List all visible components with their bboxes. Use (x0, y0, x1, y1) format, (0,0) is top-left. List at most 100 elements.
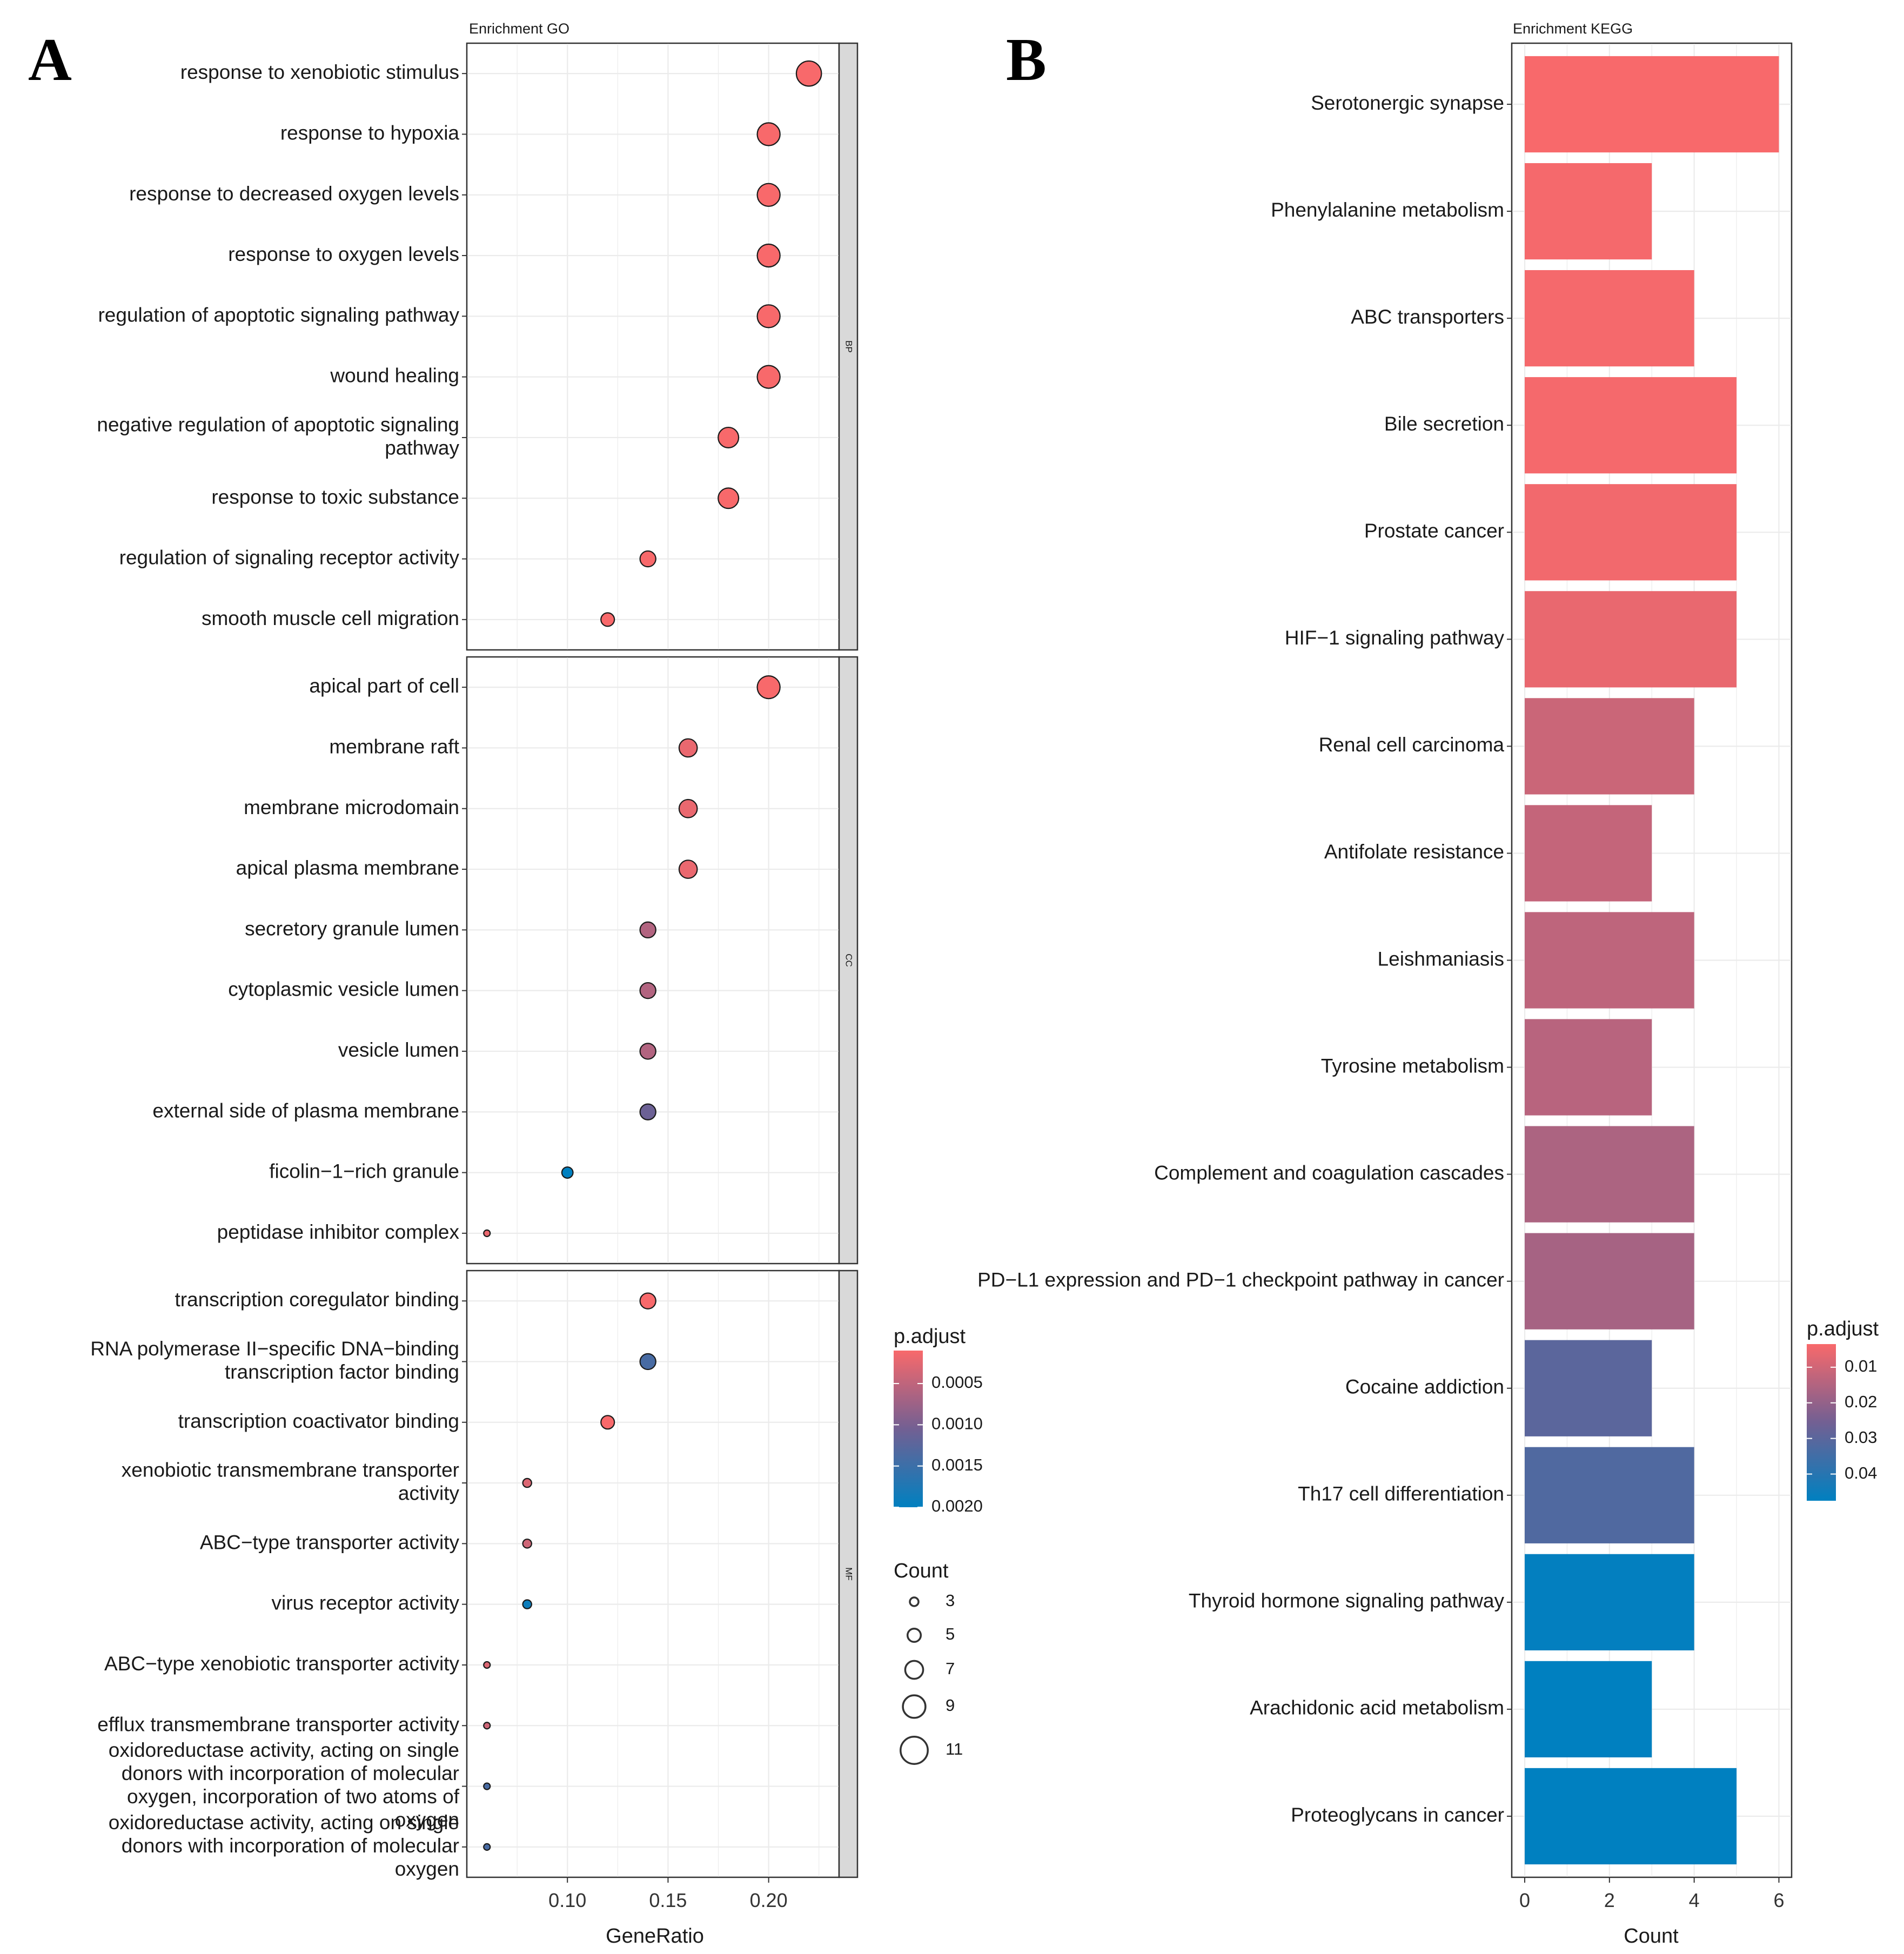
go-term-label: response to oxygen levels (228, 243, 459, 265)
go-facet-strip (838, 42, 859, 651)
go-color-legend-title: p.adjust (894, 1325, 966, 1348)
go-term-label: external side of plasma membrane (152, 1099, 459, 1122)
go-dot (678, 798, 698, 818)
go-term-label: apical part of cell (309, 675, 459, 697)
go-dot (718, 426, 740, 448)
kegg-bar (1525, 1019, 1652, 1116)
kegg-bar (1525, 163, 1652, 260)
kegg-bar (1525, 484, 1737, 581)
go-dot (678, 860, 698, 879)
go-dot (756, 243, 781, 268)
go-term-label: regulation of signaling receptor activit… (119, 546, 460, 568)
kegg-category-label: Proteoglycans in cancer (1291, 1804, 1504, 1826)
go-size-key-circle (904, 1660, 924, 1680)
kegg-category-label: HIF−1 signaling pathway (1285, 627, 1505, 649)
kegg-category-label: Leishmaniasis (1378, 948, 1504, 970)
go-dot (639, 982, 656, 999)
go-term-label-line: external side of plasma membrane (152, 1099, 459, 1122)
go-dot (483, 1722, 491, 1730)
go-term-label: RNA polymerase II−specific DNA−binding tr… (90, 1338, 459, 1383)
go-color-legend: p.adjust 0.0005 0.0010 0.0015 0.0020 (894, 1325, 983, 1515)
kegg-x-tick-label: 2 (1604, 1889, 1615, 1911)
go-term-label-line: oxidoreductase activity, acting on singl… (109, 1739, 459, 1761)
kegg-bar (1525, 1661, 1652, 1758)
go-term-label: membrane microdomain (244, 796, 459, 818)
go-facet-cc: CC apical part of cell membrane raft membra… (152, 656, 859, 1265)
go-size-keys: 3 5 7 9 11 (900, 1591, 963, 1765)
panel-letter-b: B (1006, 26, 1047, 93)
go-dot (522, 1478, 532, 1488)
go-color-tick-label: 0.0005 (931, 1373, 983, 1392)
go-dot (600, 612, 615, 627)
go-dot (483, 1661, 491, 1669)
kegg-color-tick-label: 0.02 (1845, 1392, 1877, 1411)
go-size-key-label: 7 (946, 1659, 955, 1678)
go-term-label-line: efflux transmembrane transporter activit… (97, 1713, 459, 1735)
go-term-label: peptidase inhibitor complex (217, 1221, 460, 1243)
go-dot (639, 1043, 656, 1060)
go-term-label-line: response to decreased oxygen levels (129, 183, 459, 205)
go-size-legend: Count 3 5 7 9 11 (894, 1560, 963, 1765)
go-term-label: ficolin−1−rich granule (269, 1160, 459, 1182)
go-term-label: efflux transmembrane transporter activit… (97, 1713, 459, 1735)
go-term-label-line: regulation of apoptotic signaling pathwa… (98, 304, 459, 326)
kegg-category-label: Renal cell carcinoma (1319, 734, 1505, 756)
go-term-label-line: membrane microdomain (244, 796, 459, 818)
kegg-category-label: Arachidonic acid metabolism (1250, 1697, 1504, 1719)
go-term-label-line: apical plasma membrane (236, 857, 459, 879)
go-term-label-line: response to xenobiotic stimulus (180, 61, 459, 83)
go-x-axis-title: GeneRatio (606, 1925, 704, 1948)
go-dot (756, 304, 781, 328)
kegg-category-label: ABC transporters (1351, 306, 1504, 328)
go-facet-bp: BP response to xenobiotic stimulus respons… (97, 42, 859, 651)
kegg-x-axis: 0 2 4 6 (1519, 1877, 1784, 1911)
go-term-label-line: negative regulation of apoptotic signali… (97, 413, 459, 435)
go-facet-panel (466, 1270, 840, 1878)
kegg-bar (1525, 1554, 1694, 1650)
go-dot (756, 183, 781, 207)
go-term-label-line: RNA polymerase II−specific DNA−binding (90, 1338, 459, 1360)
kegg-bar (1525, 591, 1737, 688)
go-term-label-line: oxygen, incorporation of two atoms of (127, 1785, 460, 1808)
go-term-label-line: response to hypoxia (280, 122, 460, 144)
go-dot (639, 1292, 656, 1310)
kegg-category-label: Cocaine addiction (1345, 1376, 1504, 1398)
go-size-key-label: 5 (946, 1624, 955, 1643)
go-facet-strip-label: BP (844, 340, 854, 353)
kegg-color-bar-gradient (1807, 1344, 1836, 1501)
go-dot (522, 1599, 532, 1609)
go-color-tick-label: 0.0010 (931, 1414, 983, 1433)
go-size-key-label: 3 (946, 1591, 955, 1610)
kegg-x-axis-title: Count (1624, 1925, 1679, 1948)
go-size-key-circle (900, 1736, 929, 1765)
go-dot (483, 1782, 491, 1790)
go-term-label-line: membrane raft (329, 735, 459, 757)
go-term-label: apical plasma membrane (236, 857, 459, 879)
go-term-label-line: ABC−type transporter activity (200, 1531, 460, 1553)
go-term-label: response to xenobiotic stimulus (180, 61, 459, 83)
kegg-color-legend: p.adjust 0.01 0.02 0.03 0.04 (1807, 1318, 1879, 1501)
go-term-label-line: donors with incorporation of molecular (122, 1762, 459, 1784)
go-term-label: virus receptor activity (272, 1592, 460, 1614)
kegg-color-tick-label: 0.04 (1845, 1463, 1877, 1482)
go-term-label: membrane raft (329, 735, 459, 757)
go-term-label-line: response to toxic substance (211, 486, 459, 508)
kegg-bar (1525, 1126, 1694, 1223)
kegg-bar (1525, 805, 1652, 902)
go-term-label: transcription coregulator binding (175, 1288, 459, 1311)
go-term-label-line: transcription coregulator binding (175, 1288, 459, 1311)
go-facets: BP response to xenobiotic stimulus respons… (90, 42, 859, 1880)
kegg-color-tick-label: 0.01 (1845, 1357, 1877, 1375)
go-dot (756, 675, 781, 700)
go-facet-strip (838, 656, 859, 1265)
go-dot (483, 1229, 491, 1237)
go-term-label-line: donors with incorporation of molecular (122, 1835, 459, 1857)
go-term-label-line: secretory granule lumen (245, 917, 459, 939)
go-facet-panel (466, 656, 840, 1265)
go-dot (639, 921, 656, 939)
go-dot (795, 60, 822, 87)
go-dot (639, 550, 656, 568)
go-term-label: smooth muscle cell migration (202, 607, 459, 629)
go-x-tick-label: 0.10 (548, 1889, 586, 1911)
go-dot (718, 487, 740, 509)
